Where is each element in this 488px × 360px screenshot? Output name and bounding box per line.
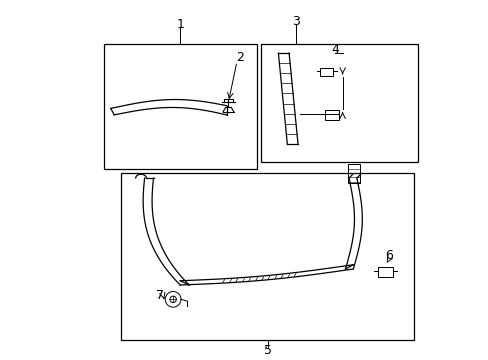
Text: 6: 6 (384, 249, 392, 262)
Bar (320, 68, 332, 76)
Bar (121, 173, 413, 340)
Bar (103, 44, 257, 169)
Text: 4: 4 (331, 43, 339, 56)
Text: 7: 7 (155, 289, 163, 302)
Text: 1: 1 (176, 18, 184, 31)
Bar (377, 266, 392, 277)
Bar (260, 44, 417, 162)
Text: 2: 2 (236, 51, 244, 64)
Bar (324, 110, 338, 120)
Text: 3: 3 (292, 14, 300, 27)
Bar (347, 164, 360, 183)
Text: 5: 5 (263, 344, 271, 357)
